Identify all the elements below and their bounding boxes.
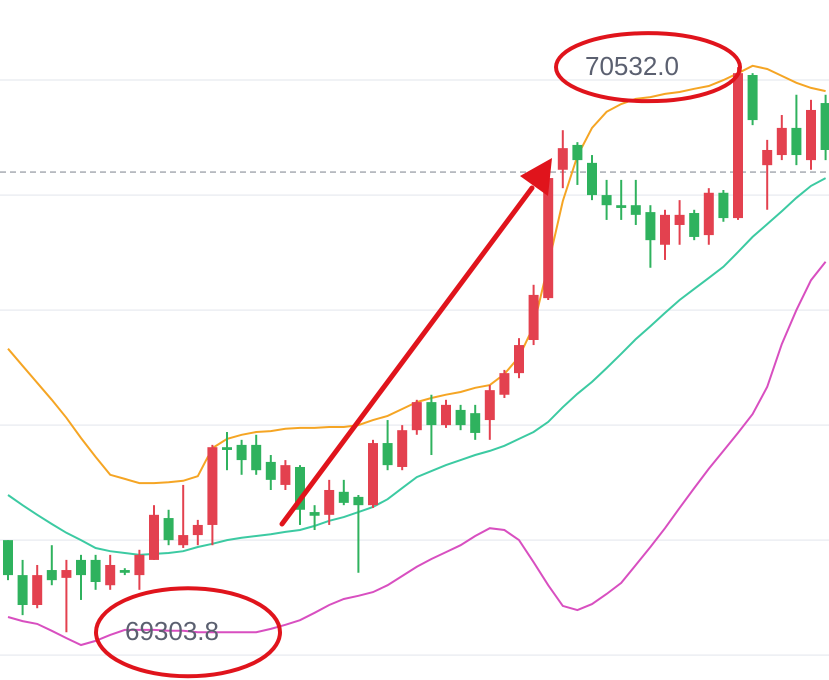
candle-body	[324, 489, 335, 515]
arrow-shaft	[279, 185, 535, 527]
candle-body	[149, 514, 159, 560]
candle-body	[499, 373, 510, 395]
candle-body	[630, 205, 641, 215]
candle-body	[46, 570, 57, 581]
candle-body	[776, 127, 787, 156]
candle-body	[514, 345, 524, 374]
candle-body	[309, 512, 320, 516]
candle-body	[192, 524, 203, 536]
candle-body	[791, 127, 802, 156]
candle-body	[295, 466, 305, 510]
candle-body	[32, 575, 43, 606]
candle-body	[543, 178, 554, 299]
candle-body	[718, 192, 729, 219]
candle-body	[105, 564, 116, 586]
candle-body	[280, 465, 291, 485]
candle-body	[17, 575, 28, 606]
candle-body	[455, 409, 466, 426]
candle-body	[163, 518, 174, 541]
annotation-label: 69303.8	[125, 616, 219, 646]
candle-body	[134, 554, 145, 576]
candle-body	[528, 294, 539, 340]
candle-body	[251, 444, 262, 471]
candle-body	[426, 402, 437, 426]
candle-body	[557, 148, 568, 170]
candle-body	[674, 214, 685, 225]
candle-body	[76, 559, 86, 576]
candle-body	[441, 404, 451, 426]
candle-body	[470, 413, 481, 433]
candle-body	[382, 443, 393, 466]
candle-body	[353, 496, 364, 506]
band-line	[7, 261, 827, 647]
annotation-circle	[554, 31, 742, 104]
candle-body	[703, 192, 714, 236]
grid	[0, 79, 829, 656]
candle-body	[265, 461, 276, 480]
candle-body	[207, 447, 218, 525]
annotation-label: 70532.0	[585, 51, 679, 81]
candle-body	[572, 144, 583, 161]
candle-body	[660, 214, 670, 245]
candle-body	[747, 74, 758, 121]
candle-body	[397, 430, 408, 467]
candle-body	[762, 149, 773, 166]
candle-body	[411, 402, 422, 431]
candle-body	[806, 109, 816, 161]
candle-body	[645, 212, 656, 241]
candle-body	[3, 540, 13, 576]
band-line	[7, 177, 827, 556]
candle-body	[222, 447, 232, 450]
candle-body	[119, 570, 130, 573]
candle-body	[90, 559, 101, 583]
candle-body	[733, 73, 743, 219]
candle-body	[338, 491, 349, 503]
candle-body	[236, 444, 247, 461]
candle-body	[587, 162, 597, 196]
candles	[3, 67, 829, 633]
arrow-head	[520, 158, 552, 196]
candle-body	[689, 213, 700, 237]
candle-body	[820, 103, 829, 150]
annotation-circle	[94, 586, 282, 679]
candle-body	[616, 205, 627, 208]
candle-body	[601, 195, 612, 206]
candle-body	[368, 443, 378, 506]
candle-body	[484, 390, 495, 421]
annotations: 70532.0 69303.8	[94, 31, 742, 679]
candle-body	[178, 535, 189, 546]
candle-body	[61, 570, 72, 578]
trend-arrow	[279, 158, 552, 527]
